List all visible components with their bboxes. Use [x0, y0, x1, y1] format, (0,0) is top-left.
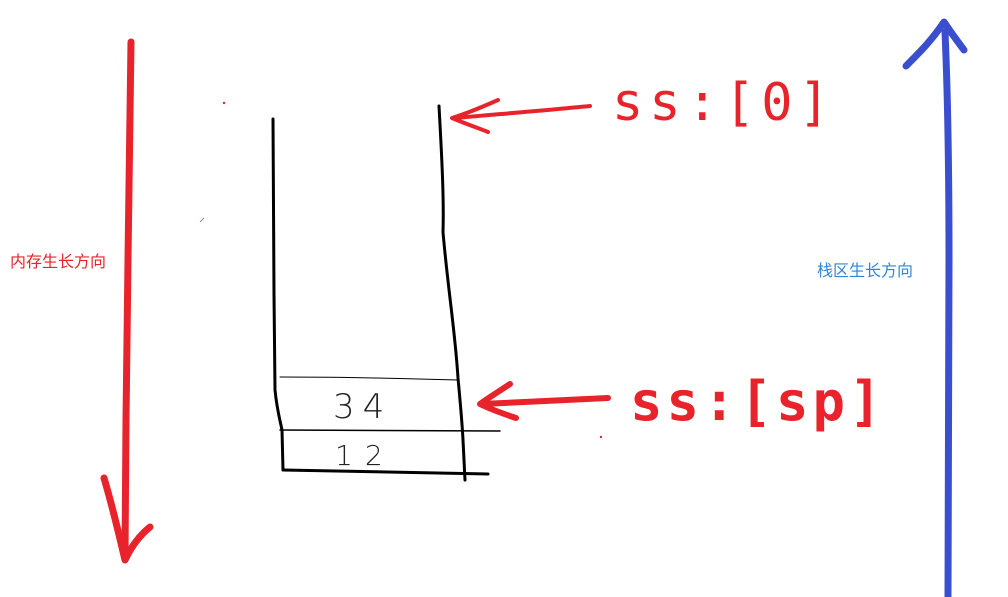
cell-divider-upper	[279, 376, 459, 381]
cell-divider-lower	[279, 429, 501, 432]
stack-growth-arrow	[902, 18, 968, 597]
stray-mark	[222, 101, 226, 105]
stray-mark	[199, 217, 205, 223]
stack-cell-upper: 34	[333, 387, 392, 427]
stack-cell-lower: 12	[335, 439, 395, 472]
stack-bottom	[281, 468, 490, 476]
stack-right-wall	[437, 104, 467, 482]
sp-pointer-label: ss:[sp]	[630, 370, 886, 433]
stack-growth-label: 栈区生长方向	[817, 261, 914, 280]
top-pointer-label: ss:[0]	[612, 73, 836, 133]
memory-growth-label: 内存生长方向	[10, 252, 107, 271]
top-pointer-arrow	[450, 98, 592, 134]
memory-growth-arrow	[100, 38, 154, 564]
stack-container	[271, 104, 501, 482]
stray-mark	[599, 435, 603, 439]
stack-left-wall	[271, 117, 285, 472]
sp-pointer-arrow	[477, 381, 611, 421]
